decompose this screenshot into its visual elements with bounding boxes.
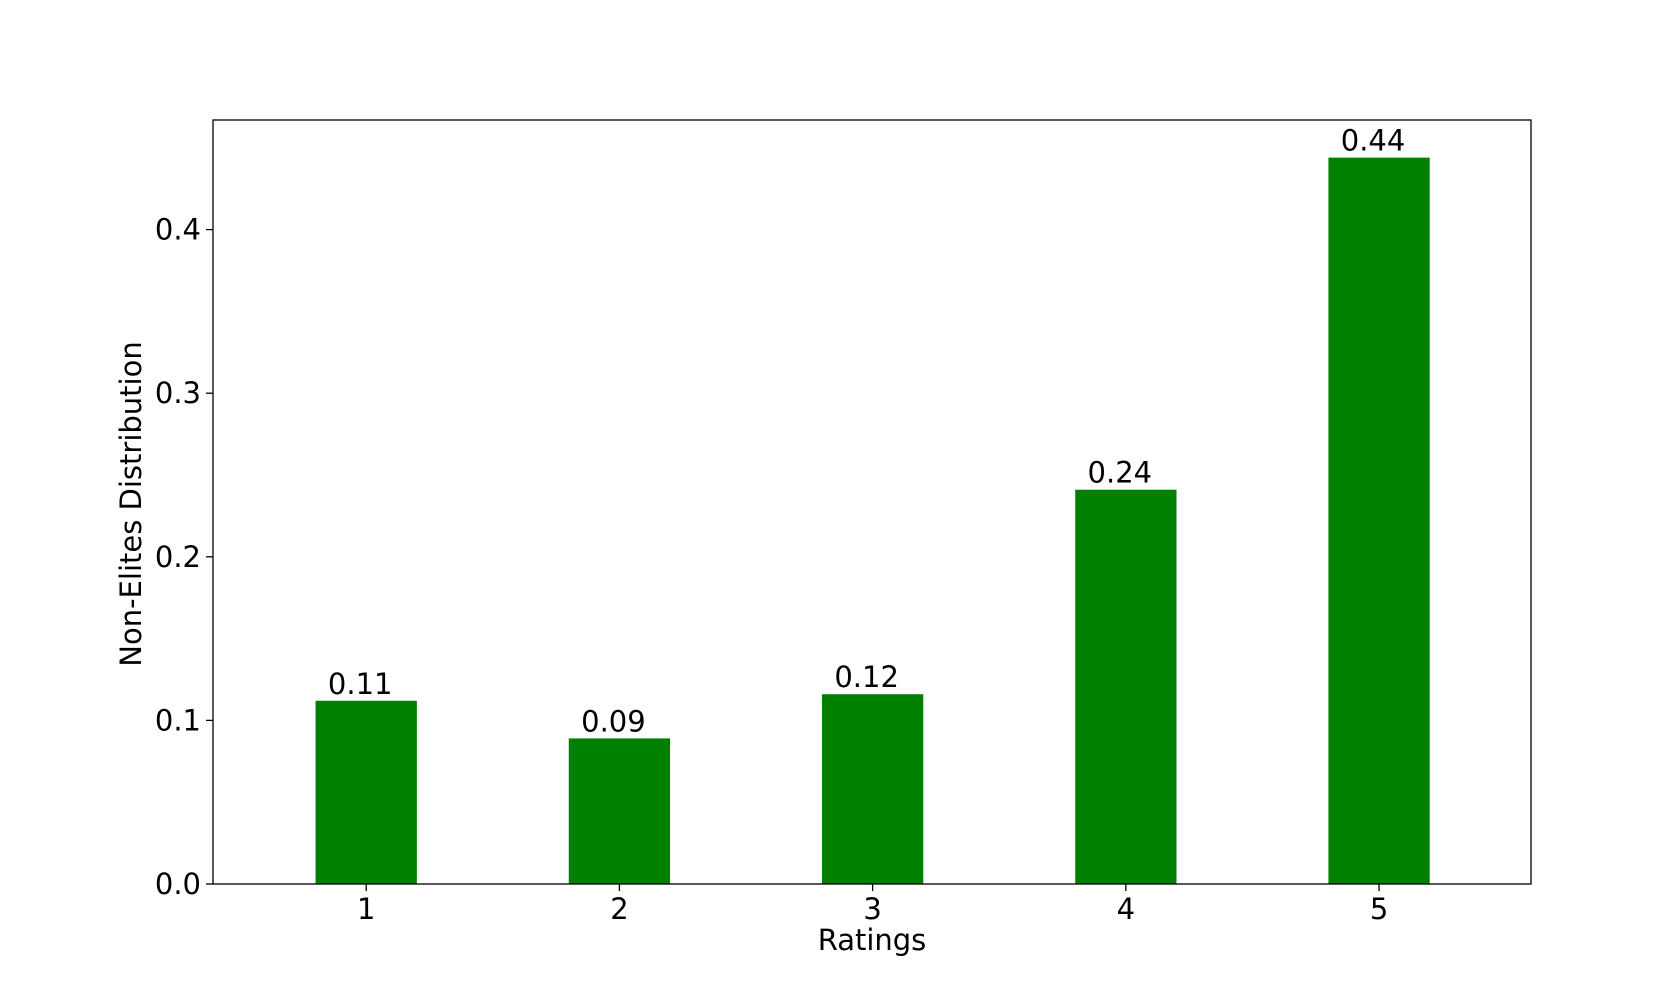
x-tick-label-3: 3 bbox=[863, 892, 881, 926]
y-tick-label-0.4: 0.4 bbox=[155, 213, 201, 247]
x-tick-label-2: 2 bbox=[610, 892, 628, 926]
y-tick-label-0.0: 0.0 bbox=[155, 867, 201, 901]
bar-5 bbox=[1328, 157, 1430, 884]
x-tick-label-5: 5 bbox=[1370, 892, 1388, 926]
x-axis-label: Ratings bbox=[818, 923, 927, 957]
bar-3 bbox=[821, 694, 924, 884]
bar-2 bbox=[568, 738, 671, 884]
y-tick-label-0.1: 0.1 bbox=[155, 703, 201, 737]
y-tick-label-0.2: 0.2 bbox=[155, 540, 201, 574]
data-label-4: 0.24 bbox=[1088, 456, 1153, 490]
data-label-1: 0.11 bbox=[328, 667, 393, 701]
data-label-3: 0.12 bbox=[834, 660, 899, 694]
y-axis-ticks: 0.0 0.1 0.2 0.3 0.4 bbox=[155, 213, 213, 901]
bar-4 bbox=[1075, 489, 1177, 884]
data-label-5: 0.44 bbox=[1341, 124, 1406, 158]
x-tick-label-4: 4 bbox=[1117, 892, 1135, 926]
y-axis-label: Non-Elites Distribution bbox=[114, 341, 148, 666]
x-axis-ticks: 1 2 3 4 5 bbox=[357, 884, 1388, 926]
data-label-2: 0.09 bbox=[581, 704, 646, 738]
x-tick-label-1: 1 bbox=[357, 892, 375, 926]
data-labels-group: 0.11 0.09 0.12 0.24 0.44 bbox=[328, 124, 1405, 739]
y-tick-label-0.3: 0.3 bbox=[155, 376, 201, 410]
bars-group bbox=[315, 157, 1430, 884]
bar-1 bbox=[315, 700, 417, 884]
